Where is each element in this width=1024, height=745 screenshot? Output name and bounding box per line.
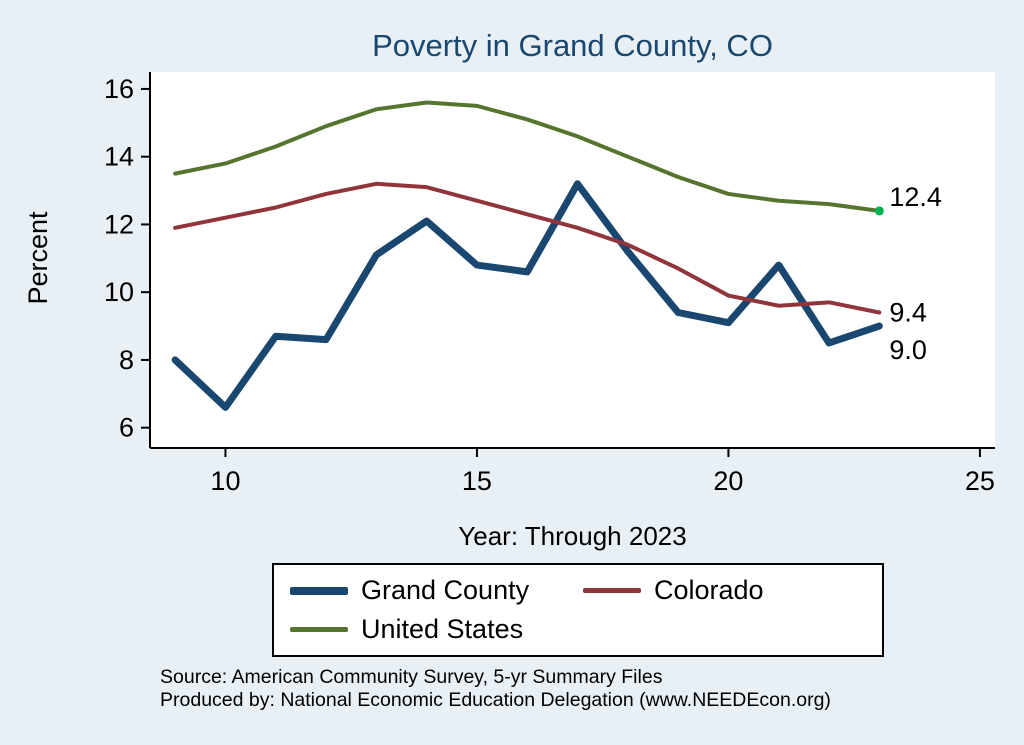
y-tick-label: 8 (119, 345, 134, 375)
source-note: Source: American Community Survey, 5-yr … (160, 666, 663, 688)
series-line-grand-county (171, 180, 883, 411)
y-tick-label: 10 (104, 277, 134, 307)
legend-swatch-united-states (290, 627, 348, 632)
legend-item-united-states: United States (290, 614, 573, 645)
legend-swatch-grand-county (290, 586, 348, 595)
series-line-united-states (173, 100, 882, 213)
legend-item-colorado: Colorado (583, 575, 866, 606)
end-label-grand-county: 9.0 (889, 335, 927, 365)
legend: Grand County Colorado United States (272, 563, 884, 657)
chart-title: Poverty in Grand County, CO (372, 28, 773, 63)
legend-label-grand-county: Grand County (361, 575, 530, 605)
x-axis-title: Year: Through 2023 (458, 521, 687, 551)
series-line-colorado (173, 181, 882, 315)
y-tick-label: 14 (104, 142, 134, 172)
x-tick-label: 20 (713, 466, 743, 496)
legend-item-grand-county: Grand County (290, 575, 573, 606)
footnotes: Source: American Community Survey, 5-yr … (160, 666, 831, 712)
end-marker-united-states (874, 206, 884, 216)
y-tick-label: 6 (119, 413, 134, 443)
y-tick-label: 12 (104, 209, 134, 239)
legend-swatch-colorado (583, 588, 641, 593)
x-tick-label: 10 (210, 466, 240, 496)
x-tick-label: 15 (462, 466, 492, 496)
x-tick-label: 25 (965, 466, 995, 496)
end-label-colorado: 9.4 (889, 298, 927, 328)
plot-background (150, 72, 995, 448)
legend-label-colorado: Colorado (654, 575, 764, 605)
end-label-united-states: 12.4 (889, 182, 942, 212)
legend-label-united-states: United States (361, 614, 524, 644)
producer-note: Produced by: National Economic Education… (160, 689, 831, 711)
y-tick-label: 16 (104, 74, 134, 104)
